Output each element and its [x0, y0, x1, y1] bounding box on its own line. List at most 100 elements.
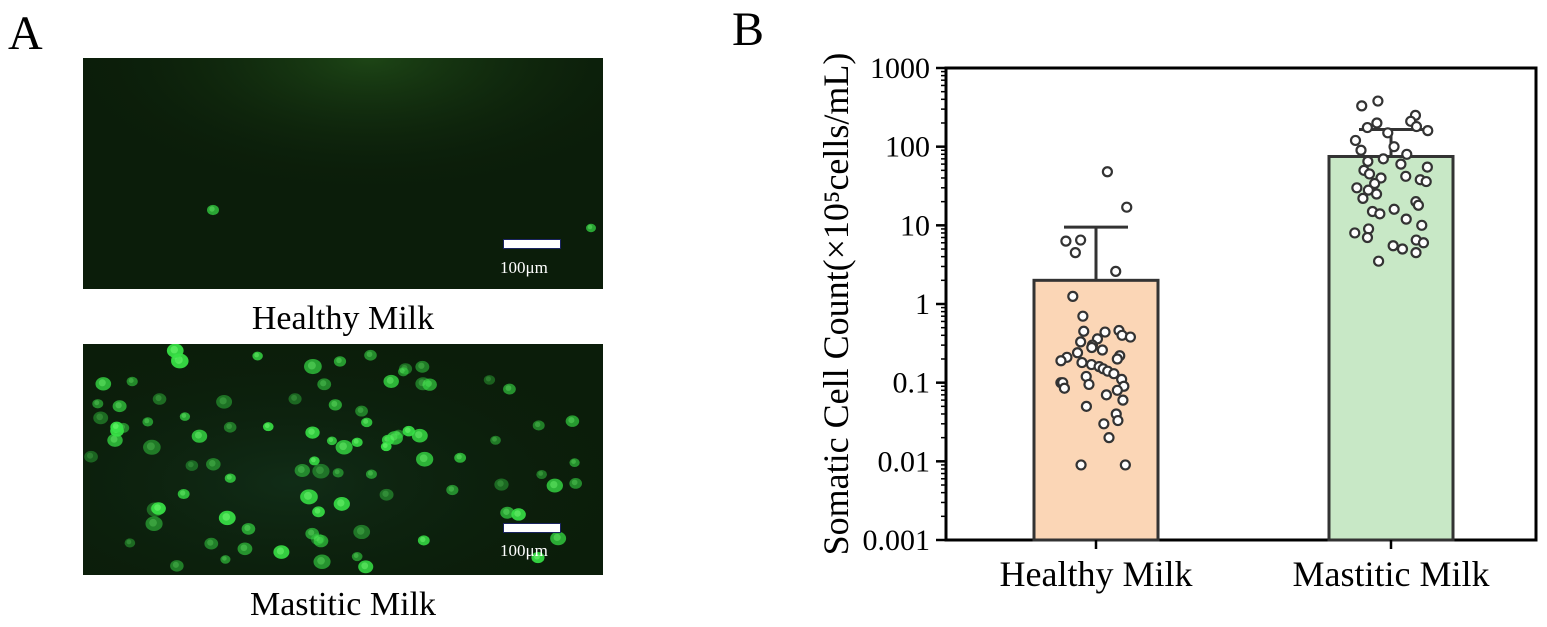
fluorescent-cell-core [514, 510, 521, 517]
fluorescent-cell-core [155, 394, 162, 402]
fluorescent-cell [142, 417, 154, 427]
fluorescent-cell [305, 527, 319, 540]
x-tick-label: Healthy Milk [1000, 554, 1193, 594]
fluorescent-cell [355, 405, 368, 417]
data-point [1101, 166, 1113, 178]
fluorescent-cell-core [356, 527, 365, 535]
fluorescent-cell [386, 431, 403, 445]
fluorescent-cell-core [337, 499, 345, 507]
fluorescent-cell-core [419, 454, 428, 463]
fluorescent-cell [500, 506, 515, 519]
fluorescent-cell [361, 417, 373, 428]
fluorescent-cell-core [276, 547, 285, 555]
data-point [1124, 331, 1137, 343]
mastitic-milk-fluorescence [83, 344, 603, 575]
fluorescent-cell [416, 451, 434, 467]
fluorescent-cell-core [571, 479, 578, 486]
data-point [1075, 234, 1087, 246]
fluorescent-cell-core [418, 379, 426, 387]
fluorescent-cell-core [154, 504, 161, 511]
fluorescent-cell-core [170, 345, 179, 354]
fluorescent-cell-core [146, 442, 155, 451]
data-point [1421, 161, 1433, 173]
fluorescent-cell-core [149, 518, 157, 527]
fluorescent-cell-core [399, 368, 405, 374]
fluorescent-cell [179, 412, 191, 421]
fluorescent-cell [494, 478, 509, 491]
fluorescent-cell [166, 344, 184, 358]
data-point [1416, 219, 1428, 231]
fluorescent-cell [224, 473, 236, 483]
data-point [1108, 368, 1120, 380]
fluorescent-cell [379, 488, 394, 501]
fluorescent-cell [312, 463, 330, 479]
data-point [1075, 336, 1087, 348]
y-tick-label: 100 [885, 131, 930, 164]
fluorescent-cell-core [535, 421, 541, 428]
fluorescent-cell [454, 452, 467, 463]
fluorescent-cell [531, 552, 545, 564]
fluorescent-cell-core [144, 418, 150, 424]
fluorescent-cell-core [316, 466, 324, 475]
data-point [1410, 247, 1422, 259]
panel-b-label: B [732, 3, 765, 56]
data-point [1058, 382, 1071, 394]
data-point [1355, 144, 1367, 156]
fluorescent-cell [393, 429, 404, 439]
fluorescent-cell [411, 428, 428, 443]
data-point [1422, 125, 1434, 137]
data-point [1076, 356, 1088, 369]
fluorescent-cell-core [420, 536, 426, 543]
fluorescent-cell-core [94, 400, 100, 406]
data-point [1400, 213, 1412, 225]
fluorescent-cell [353, 524, 371, 540]
y-tick-label: 0.1 [893, 367, 931, 400]
fluorescent-cell-core [328, 437, 334, 443]
data-point [1112, 414, 1124, 427]
fluorescent-cell-core [126, 539, 132, 545]
fluorescent-cell-core [98, 379, 106, 387]
fluorescent-cell-core [339, 442, 347, 451]
data-point [1361, 231, 1374, 244]
fluorescent-cell [446, 484, 459, 496]
fluorescent-cell-core [181, 413, 187, 418]
fluorescent-cell-core [571, 459, 576, 464]
fluorescent-cell-core [314, 507, 321, 514]
data-point [1371, 117, 1383, 129]
data-point [1362, 155, 1374, 167]
fluorescent-cell [326, 436, 337, 446]
fluorescent-cell-core [331, 400, 338, 407]
fluorescent-cell [532, 420, 545, 431]
bar-mastitic-milk [1327, 154, 1455, 542]
fluorescent-cell [220, 555, 231, 564]
fluorescent-cell [294, 463, 310, 478]
fluorescent-cell-core [307, 361, 316, 370]
fluorescent-cell-core [404, 427, 411, 433]
fluorescent-cell [312, 506, 325, 518]
healthy-milk-fluorescence [83, 58, 603, 289]
data-point [1387, 240, 1399, 252]
y-tick-label: 10 [900, 209, 930, 242]
fluorescent-cell [310, 533, 325, 545]
fluorescent-cell-core [366, 351, 373, 358]
fluorescent-cell-core [497, 480, 504, 487]
data-point [1100, 389, 1113, 401]
fluorescent-cell-core [587, 224, 593, 230]
fluorescent-cell [397, 367, 409, 377]
data-point [1356, 100, 1368, 112]
data-point [1103, 432, 1115, 444]
fluorescent-cell [304, 358, 322, 375]
fluorescent-cell [565, 415, 580, 427]
fluorescent-cell [536, 469, 547, 480]
fluorescent-cell [305, 426, 320, 439]
fluorescent-cell-core [492, 436, 497, 442]
data-point [1372, 95, 1384, 107]
fluorescent-cell-core [240, 544, 248, 552]
data-point [1077, 310, 1089, 322]
data-point [1083, 378, 1095, 391]
data-point [1410, 120, 1423, 133]
fluorescent-cell-core [313, 535, 320, 542]
fluorescent-cell-core [395, 430, 400, 436]
fluorescent-cell [365, 469, 377, 479]
fluorescent-cell [191, 429, 208, 443]
